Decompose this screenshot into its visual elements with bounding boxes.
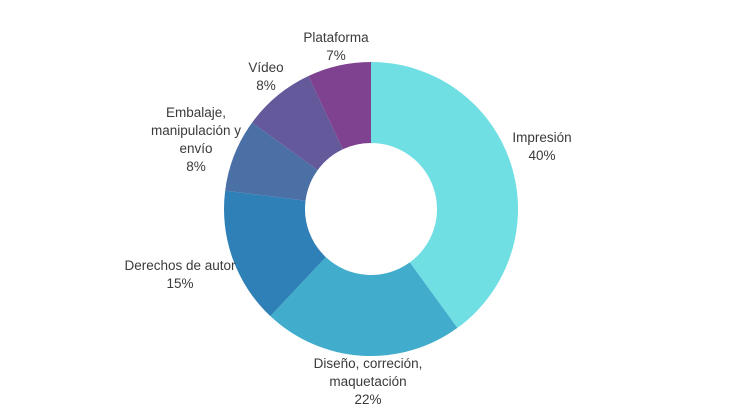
segment-label-plataforma: Plataforma 7% bbox=[303, 30, 369, 63]
segment-label-derechos-de-autor: Derechos de autor 15% bbox=[124, 258, 236, 291]
segment-label-embalaje-manipulacion-y-envio: Embalaje, manipulación y envío 8% bbox=[150, 105, 242, 174]
donut-segment-video bbox=[252, 75, 343, 171]
segment-label-video: Vídeo 8% bbox=[248, 60, 284, 93]
donut-segment-embalaje-manipulacion-y-envio bbox=[225, 122, 318, 201]
donut-segment-derechos-de-autor bbox=[224, 190, 326, 317]
donut-segment-plataforma bbox=[308, 62, 371, 150]
donut-segment-diseno-correcion-maquetacion bbox=[270, 257, 458, 357]
donut-segment-impresion bbox=[371, 62, 519, 328]
segment-label-impresion: Impresión 40% bbox=[512, 130, 572, 163]
segment-label-diseno-correcion-maquetacion: Diseño, correción, maquetación 22% bbox=[313, 356, 423, 407]
